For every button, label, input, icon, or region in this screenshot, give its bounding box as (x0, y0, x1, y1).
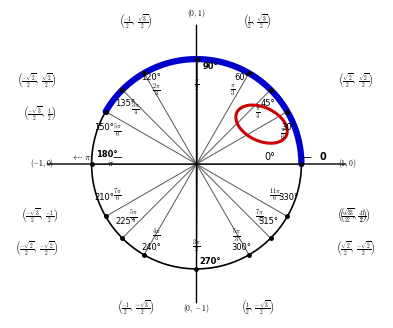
Text: 315°: 315° (258, 217, 278, 226)
Text: $\left(\frac{\sqrt{2}}{2},\ \frac{\sqrt{2}}{2}\right)$: $\left(\frac{\sqrt{2}}{2},\ \frac{\sqrt{… (338, 71, 374, 89)
Text: 240°: 240° (141, 243, 161, 253)
Text: 180°: 180° (97, 150, 118, 159)
Text: $\left(\frac{\sqrt{3}}{2},\ \frac{-1}{2}\right)$: $\left(\frac{\sqrt{3}}{2},\ \frac{-1}{2}… (337, 206, 370, 224)
Text: $(0,-1)$: $(0,-1)$ (183, 302, 210, 315)
Text: $(1,0)$: $(1,0)$ (338, 157, 357, 171)
Text: $\frac{\pi}{3}$: $\frac{\pi}{3}$ (230, 83, 236, 98)
Text: $\frac{7\pi}{6}$: $\frac{7\pi}{6}$ (114, 187, 122, 204)
Text: $\frac{7\pi}{4}$: $\frac{7\pi}{4}$ (255, 208, 264, 225)
Text: $\leftarrow\pi$: $\leftarrow\pi$ (71, 152, 92, 162)
Text: 300°: 300° (231, 243, 252, 253)
Text: $\frac{3\pi}{4}$: $\frac{3\pi}{4}$ (131, 101, 140, 118)
Text: $\frac{\pi}{6}$: $\frac{\pi}{6}$ (280, 127, 285, 142)
Text: —: — (113, 152, 123, 162)
Text: 150°: 150° (94, 123, 114, 132)
Text: $\frac{5\pi}{3}$: $\frac{5\pi}{3}$ (232, 227, 241, 244)
Text: 135°: 135° (115, 99, 135, 108)
Text: 210°: 210° (94, 193, 114, 202)
Text: $\pi$: $\pi$ (107, 159, 114, 169)
Text: $\left(\frac{\sqrt{3}}{2},\ \frac{1}{2}\right)$: $\left(\frac{\sqrt{3}}{2},\ \frac{1}{2}\… (340, 206, 368, 224)
Text: 330°: 330° (279, 193, 299, 202)
Text: $\left(\frac{-\sqrt{3}}{2},\ \frac{1}{2}\right)$: $\left(\frac{-\sqrt{3}}{2},\ \frac{1}{2}… (23, 104, 56, 122)
Text: $(-1,0)$: $(-1,0)$ (30, 157, 54, 171)
Text: $\frac{\pi}{2}$: $\frac{\pi}{2}$ (194, 78, 199, 92)
Text: $\frac{5\pi}{6}$: $\frac{5\pi}{6}$ (114, 122, 122, 139)
Text: 90°: 90° (202, 62, 218, 71)
Text: 0: 0 (319, 152, 326, 162)
Text: $\left(\frac{1}{2},\ \frac{-\sqrt{3}}{2}\right)$: $\left(\frac{1}{2},\ \frac{-\sqrt{3}}{2}… (241, 298, 274, 316)
Text: $\frac{3\pi}{2}$: $\frac{3\pi}{2}$ (192, 237, 201, 255)
Text: $\left(\frac{-\sqrt{3}}{2},\ \frac{-1}{2}\right)$: $\left(\frac{-\sqrt{3}}{2},\ \frac{-1}{2… (20, 206, 58, 224)
Text: —: — (302, 152, 312, 162)
Text: $\left(\frac{-1}{2},\ \frac{\sqrt{3}}{2}\right)$: $\left(\frac{-1}{2},\ \frac{\sqrt{3}}{2}… (119, 12, 152, 30)
Text: 0°: 0° (264, 152, 275, 162)
Text: $\frac{2\pi}{3}$: $\frac{2\pi}{3}$ (152, 82, 161, 99)
Text: $\frac{11\pi}{6}$: $\frac{11\pi}{6}$ (269, 187, 281, 204)
Text: 45°: 45° (261, 99, 275, 108)
Text: $\left(\frac{-\sqrt{2}}{2},\ \frac{-\sqrt{2}}{2}\right)$: $\left(\frac{-\sqrt{2}}{2},\ \frac{-\sqr… (15, 239, 59, 257)
Text: 225°: 225° (115, 217, 135, 226)
Text: $\left(\frac{\sqrt{2}}{2},\ \frac{-\sqrt{2}}{2}\right)$: $\left(\frac{\sqrt{2}}{2},\ \frac{-\sqrt… (336, 239, 376, 257)
Text: $(0,1)$: $(0,1)$ (187, 8, 206, 20)
Text: $\left(\frac{1}{2},\ \frac{\sqrt{3}}{2}\right)$: $\left(\frac{1}{2},\ \frac{\sqrt{3}}{2}\… (243, 12, 272, 30)
Text: 60°: 60° (234, 73, 249, 82)
Text: 270°: 270° (199, 257, 221, 266)
Text: $\frac{4\pi}{3}$: $\frac{4\pi}{3}$ (152, 227, 161, 244)
Text: $\frac{\pi}{4}$: $\frac{\pi}{4}$ (255, 106, 260, 121)
Text: 30°: 30° (281, 123, 296, 132)
Text: $\left(\frac{-1}{2},\ \frac{-\sqrt{3}}{2}\right)$: $\left(\frac{-1}{2},\ \frac{-\sqrt{3}}{2… (117, 298, 154, 316)
Text: $\frac{5\pi}{4}$: $\frac{5\pi}{4}$ (129, 208, 138, 225)
Text: 120°: 120° (141, 73, 161, 82)
Text: $\left(\frac{-\sqrt{2}}{2},\ \frac{\sqrt{2}}{2}\right)$: $\left(\frac{-\sqrt{2}}{2},\ \frac{\sqrt… (17, 71, 57, 89)
